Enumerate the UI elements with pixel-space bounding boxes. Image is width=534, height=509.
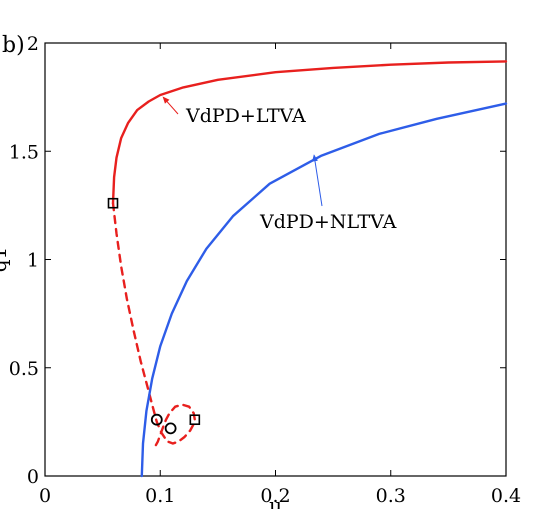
y-tick-label: 2 xyxy=(27,33,39,55)
annotation-arrow xyxy=(312,154,323,207)
annotation-arrow xyxy=(162,96,179,115)
series-line-0 xyxy=(111,60,508,205)
square-marker xyxy=(189,414,201,426)
x-tick-label: 0.3 xyxy=(376,485,406,507)
circle-marker xyxy=(150,413,163,426)
x-tick-label: 0.4 xyxy=(491,485,521,507)
x-axis-label: μ xyxy=(269,493,282,509)
y-tick-label: 1.5 xyxy=(9,141,39,163)
x-tick-label: 0.2 xyxy=(260,485,290,507)
panel-label: b) xyxy=(2,33,25,58)
x-tick-label: 0 xyxy=(39,485,51,507)
y-tick-label: 1 xyxy=(27,250,39,272)
circle-marker xyxy=(164,422,177,435)
series-line-2 xyxy=(140,102,508,478)
annotation-label: VdPD+NLTVA xyxy=(259,211,397,233)
y-axis-label: q1 xyxy=(0,247,11,273)
y-tick-label: 0.5 xyxy=(9,358,39,380)
series-line-1 xyxy=(111,202,196,452)
y-tick-label: 0 xyxy=(27,466,39,488)
plot-area: 0 0.1 0.2 0.3 0.4 0 0.5 1 1.5 2b) q1 μ VdPD+LTVA VdPD… xyxy=(0,33,521,509)
square-marker xyxy=(107,197,119,209)
x-tick-label: 0.1 xyxy=(145,485,175,507)
annotation-label: VdPD+LTVA xyxy=(185,105,306,127)
